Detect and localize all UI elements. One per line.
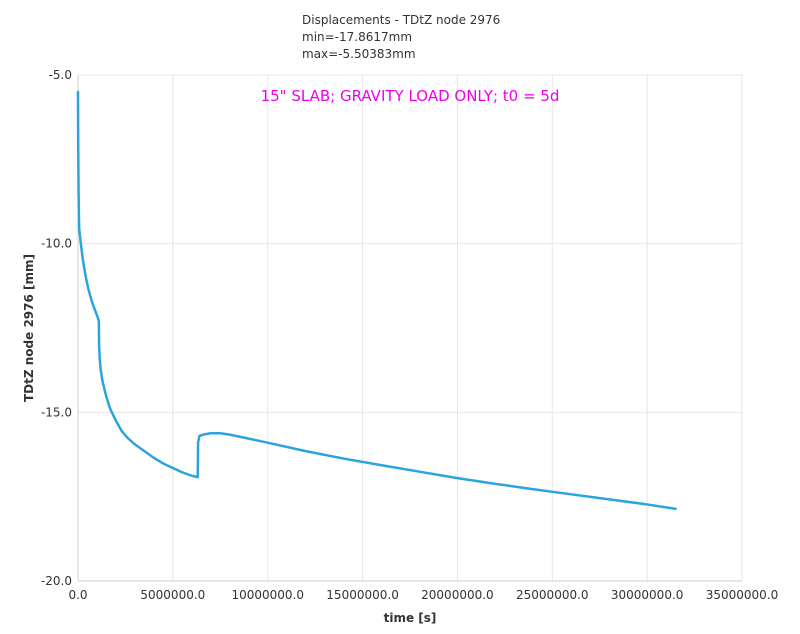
x-tick-label: 35000000.0 bbox=[706, 588, 779, 602]
x-tick-label: 20000000.0 bbox=[421, 588, 494, 602]
axes bbox=[77, 75, 742, 582]
x-tick-label: 10000000.0 bbox=[231, 588, 304, 602]
chart-title-line-2: max=-5.50383mm bbox=[302, 47, 416, 61]
y-tick-label: -10.0 bbox=[41, 237, 72, 251]
chart-title-line-0: Displacements - TDtZ node 2976 bbox=[302, 13, 500, 27]
series-layer bbox=[76, 90, 677, 511]
x-tick-label: 5000000.0 bbox=[140, 588, 205, 602]
grid bbox=[78, 74, 743, 581]
chart-annotation: 15" SLAB; GRAVITY LOAD ONLY; t0 = 5d bbox=[261, 87, 560, 105]
x-tick-label: 25000000.0 bbox=[516, 588, 589, 602]
y-tick-label: -20.0 bbox=[41, 574, 72, 588]
x-tick-label: 0.0 bbox=[68, 588, 87, 602]
x-axis-title: time [s] bbox=[384, 611, 437, 625]
chart-title-line-1: min=-17.8617mm bbox=[302, 30, 412, 44]
x-tick-label: 15000000.0 bbox=[326, 588, 399, 602]
series-line-0 bbox=[76, 90, 677, 511]
y-axis-title: TDtZ node 2976 [mm] bbox=[22, 254, 36, 402]
y-tick-label: -15.0 bbox=[41, 405, 72, 419]
x-tick-label: 30000000.0 bbox=[611, 588, 684, 602]
y-tick-label: -5.0 bbox=[49, 68, 72, 82]
text-layer: 0.0 5000000.0 10000000.0 15000000.0 20000000… bbox=[22, 13, 778, 625]
